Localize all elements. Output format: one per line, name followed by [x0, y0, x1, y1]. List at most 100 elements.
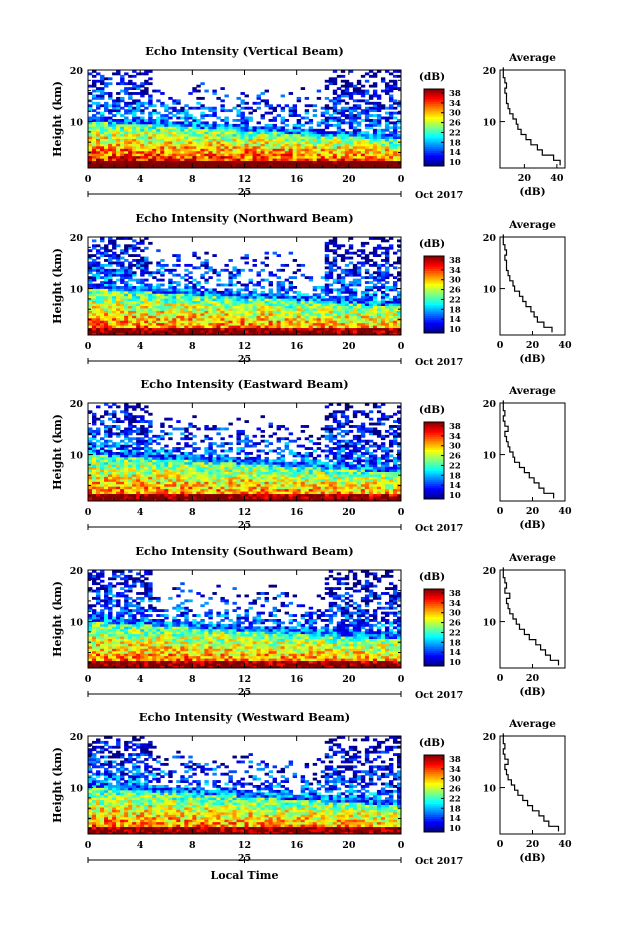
heatmap-cell: [372, 271, 378, 275]
heatmap-cell: [112, 160, 117, 164]
heatmap-cell: [244, 305, 249, 309]
heatmap-cell: [200, 325, 205, 329]
heatmap-cell: [240, 332, 245, 336]
heatmap-cell: [280, 308, 286, 311]
heatmap-cell: [92, 121, 97, 125]
heatmap-cell: [96, 133, 101, 137]
heatmap-cell: [160, 283, 165, 287]
heatmap-cell: [144, 315, 149, 319]
heatmap-cell: [112, 136, 117, 139]
heatmap-cell: [232, 155, 237, 159]
heatmap-cell: [132, 263, 137, 267]
heatmap-cell: [280, 288, 286, 292]
heatmap-cell: [320, 290, 326, 294]
heatmap-cell: [320, 493, 326, 497]
heatmap-cell: [92, 114, 97, 117]
heatmap-cell: [156, 288, 161, 292]
heatmap-cell: [192, 317, 197, 321]
heatmap-cell: [152, 320, 157, 324]
heatmap-cell: [132, 239, 137, 243]
heatmap-cell: [204, 308, 209, 311]
heatmap-cell: [96, 101, 101, 105]
heatmap-cell: [292, 488, 298, 492]
heatmap-cell: [252, 312, 257, 316]
heatmap-cell: [180, 322, 185, 326]
heatmap-cell: [360, 119, 366, 122]
heatmap-cell: [360, 148, 366, 152]
heatmap-cell: [292, 150, 298, 154]
heatmap-cell: [212, 310, 217, 314]
heatmap-cell: [188, 133, 193, 137]
heatmap-cell: [360, 305, 366, 309]
heatmap-cell: [92, 82, 97, 86]
heatmap-cell: [292, 286, 298, 289]
heatmap-cell: [380, 158, 386, 162]
heatmap-cell: [196, 158, 201, 162]
heatmap-cell: [148, 143, 153, 147]
heatmap-cell: [200, 138, 205, 142]
heatmap-cell: [276, 141, 282, 144]
heatmap-cell: [108, 317, 113, 321]
heatmap-cell: [308, 488, 314, 492]
heatmap-cell: [176, 288, 181, 292]
heatmap-cell: [284, 303, 290, 306]
heatmap-cell: [168, 106, 173, 110]
heatmap-cell: [156, 138, 161, 142]
heatmap-cell: [92, 483, 97, 487]
heatmap-cell: [196, 303, 201, 306]
heatmap-cell: [156, 141, 161, 144]
heatmap-cell: [332, 317, 338, 321]
heatmap-cell: [380, 165, 386, 169]
heatmap-cell: [368, 286, 374, 289]
heatmap-cell: [308, 325, 314, 329]
heatmap-cell: [384, 325, 390, 329]
heatmap-cell: [324, 305, 330, 309]
heatmap-cell: [208, 320, 213, 324]
heatmap-cell: [140, 148, 145, 152]
heatmap-cell: [276, 488, 282, 492]
heatmap-cell: [320, 315, 326, 319]
heatmap-cell: [328, 163, 334, 166]
heatmap-cell: [344, 322, 350, 326]
heatmap-cell: [312, 109, 318, 113]
heatmap-cell: [204, 498, 209, 502]
heatmap-cell: [180, 290, 185, 294]
heatmap-cell: [344, 298, 350, 302]
heatmap-cell: [160, 315, 165, 319]
heatmap-cell: [252, 298, 257, 302]
heatmap-cell: [376, 305, 382, 309]
heatmap-cell: [300, 308, 306, 311]
heatmap-cell: [156, 160, 161, 164]
heatmap-cell: [160, 493, 165, 497]
heatmap-cell: [192, 498, 197, 502]
heatmap-cell: [136, 498, 141, 502]
heatmap-cell: [384, 498, 390, 502]
heatmap-cell: [308, 163, 314, 166]
heatmap-cell: [360, 486, 366, 490]
heatmap-cell: [136, 145, 141, 149]
heatmap-cell: [356, 254, 362, 257]
heatmap-cell: [196, 126, 201, 130]
heatmap-cell: [100, 165, 105, 169]
heatmap-cell: [108, 148, 113, 152]
heatmap-cell: [120, 298, 125, 302]
heatmap-cell: [264, 89, 269, 93]
heatmap-cell: [316, 128, 322, 132]
heatmap-cell: [348, 150, 354, 154]
heatmap-cell: [392, 305, 398, 309]
heatmap-cell: [124, 131, 129, 135]
heatmap-cell: [372, 158, 378, 162]
heatmap-cell: [92, 273, 97, 277]
heatmap-cell: [292, 327, 298, 331]
heatmap-cell: [248, 281, 253, 284]
heatmap-cell: [372, 94, 378, 98]
heatmap-cell: [168, 138, 173, 142]
heatmap-cell: [340, 325, 346, 329]
heatmap-cell: [88, 133, 93, 137]
heatmap-cell: [148, 70, 153, 73]
heatmap-cell: [208, 290, 213, 294]
heatmap-cell: [284, 305, 290, 309]
heatmap-cell: [348, 70, 354, 73]
heatmap-cell: [328, 136, 334, 139]
heatmap-cell: [192, 330, 197, 333]
